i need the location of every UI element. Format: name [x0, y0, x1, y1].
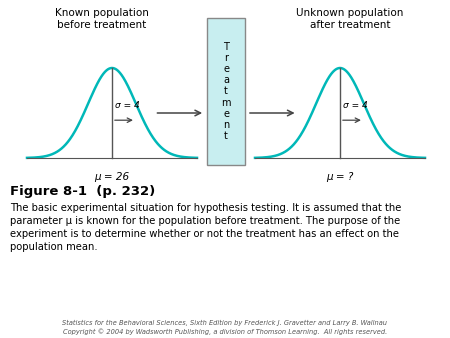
- Text: Statistics for the Behavioral Sciences, Sixth Edition by Frederick J. Gravetter : Statistics for the Behavioral Sciences, …: [63, 320, 387, 326]
- Text: T
r
e
a
t
m
e
n
t: T r e a t m e n t: [221, 42, 231, 141]
- Text: Figure 8-1  (p. 232): Figure 8-1 (p. 232): [10, 185, 155, 198]
- Text: Known population
before treatment: Known population before treatment: [55, 8, 149, 30]
- Text: μ = 26: μ = 26: [94, 172, 130, 182]
- Text: parameter μ is known for the population before treatment. The purpose of the: parameter μ is known for the population …: [10, 216, 400, 226]
- Text: population mean.: population mean.: [10, 242, 98, 252]
- Bar: [207, 18, 245, 165]
- Text: The basic experimental situation for hypothesis testing. It is assumed that the: The basic experimental situation for hyp…: [10, 203, 401, 213]
- Text: μ = ?: μ = ?: [326, 172, 354, 182]
- Text: Unknown population
after treatment: Unknown population after treatment: [296, 8, 404, 30]
- Text: σ = 4: σ = 4: [343, 101, 368, 110]
- Text: σ = 4: σ = 4: [115, 101, 140, 110]
- Text: Copyright © 2004 by Wadsworth Publishing, a division of Thomson Learning.  All r: Copyright © 2004 by Wadsworth Publishing…: [63, 328, 387, 335]
- Text: experiment is to determine whether or not the treatment has an effect on the: experiment is to determine whether or no…: [10, 229, 399, 239]
